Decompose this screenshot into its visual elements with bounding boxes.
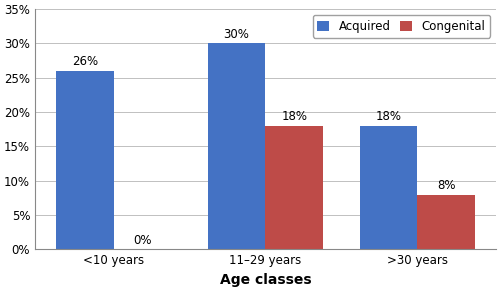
Bar <box>266 126 323 249</box>
Bar <box>360 126 417 249</box>
Bar <box>417 194 475 249</box>
Legend: Acquired, Congenital: Acquired, Congenital <box>312 15 490 38</box>
X-axis label: Age classes: Age classes <box>220 273 311 287</box>
Text: 18%: 18% <box>282 110 308 123</box>
Text: 26%: 26% <box>72 55 98 68</box>
Text: 0%: 0% <box>133 234 152 247</box>
Bar <box>208 43 266 249</box>
Text: 8%: 8% <box>437 179 456 192</box>
Text: 18%: 18% <box>376 110 402 123</box>
Text: 30%: 30% <box>224 28 250 41</box>
Bar <box>56 71 114 249</box>
